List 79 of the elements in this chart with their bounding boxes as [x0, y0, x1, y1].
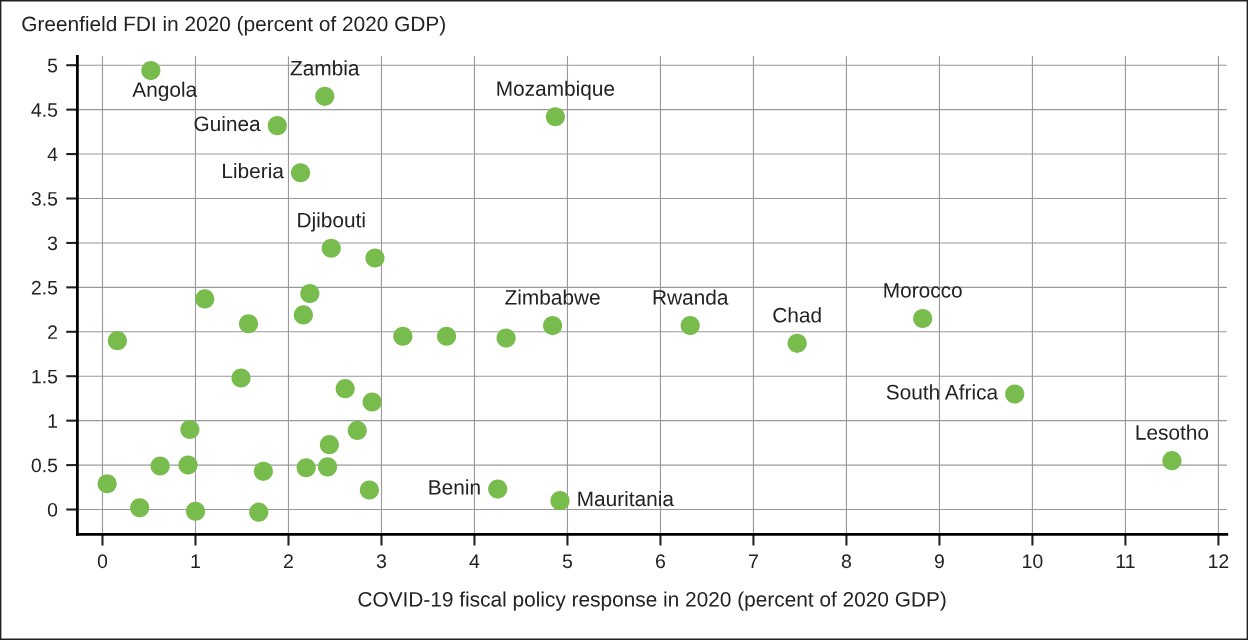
annotation: Benin	[429, 479, 480, 495]
point	[290, 163, 311, 183]
point	[1162, 451, 1182, 471]
point	[267, 116, 287, 136]
y-tick-label: 1.5	[32, 369, 58, 384]
point	[253, 461, 273, 481]
point	[293, 305, 313, 325]
point	[362, 392, 382, 412]
point	[150, 456, 170, 476]
y-tick-label: 2.5	[31, 280, 58, 295]
x-tick-label: 9	[934, 554, 944, 569]
x-tick-label: 8	[841, 554, 851, 569]
point	[436, 326, 457, 346]
annotation: Mauritania	[578, 490, 674, 507]
point	[97, 474, 117, 494]
y-tick-label: 2	[48, 325, 57, 339]
annotation: Mozambique	[497, 80, 615, 101]
x-tick-label: 2	[284, 554, 293, 568]
point	[180, 419, 200, 440]
annotation: Chad	[773, 307, 821, 323]
point	[365, 248, 385, 268]
annotation: Djibouti	[298, 212, 365, 232]
point	[315, 86, 335, 106]
point	[249, 502, 269, 522]
annotation: Guinea	[194, 115, 261, 132]
point	[787, 333, 807, 353]
y-tick-label: 5	[47, 58, 58, 73]
point	[913, 308, 933, 329]
point	[238, 314, 259, 334]
annotation: Angola	[132, 81, 198, 102]
point	[496, 328, 516, 348]
point	[317, 457, 338, 477]
x-tick-label: 12	[1209, 554, 1229, 568]
point	[231, 368, 251, 388]
point	[300, 284, 320, 304]
point	[296, 458, 316, 478]
y-tick-label: 0.5	[31, 458, 58, 473]
y-tick-label: 4.5	[31, 103, 58, 117]
annotation: Lesotho	[1136, 424, 1209, 440]
point	[141, 60, 161, 81]
point	[359, 480, 379, 500]
x-tick-label: 6	[656, 554, 665, 569]
point	[545, 107, 565, 127]
x-tick-label: 7	[749, 554, 758, 568]
point	[319, 435, 339, 455]
point	[107, 331, 127, 351]
point	[130, 498, 150, 518]
annotation: Morocco	[884, 283, 962, 298]
y-tick-label: 3.5	[31, 191, 58, 206]
annotation: Zambia	[290, 60, 360, 76]
point	[550, 491, 570, 511]
x-tick-label: 5	[562, 554, 573, 569]
x-axis-title: COVID-19 fiscal policy response in 2020 (percent of 2020 GDP)	[358, 591, 946, 611]
point	[393, 326, 413, 346]
y-tick-label: 0	[47, 502, 58, 517]
annotation: Rwanda	[653, 289, 729, 305]
point	[321, 238, 341, 258]
point	[680, 316, 700, 336]
point	[195, 289, 215, 309]
y-axis-title: Greenfield FDI in 2020 (percent of 2020 GDP)	[22, 16, 445, 36]
point	[185, 501, 206, 521]
y-tick-label: 1	[48, 414, 57, 428]
point	[335, 379, 355, 399]
x-tick-label: 3	[376, 554, 387, 569]
x-tick-label: 11	[1116, 554, 1135, 568]
x-tick-label: 1	[191, 554, 200, 568]
x-tick-label: 0	[97, 554, 108, 569]
point	[488, 479, 508, 499]
y-tick-label: 4	[47, 147, 58, 162]
point	[178, 455, 198, 475]
y-tick-label: 3	[47, 236, 58, 251]
point	[543, 316, 563, 336]
x-tick-label: 10	[1023, 554, 1043, 569]
annotation: Liberia	[223, 163, 284, 179]
x-tick-label: 4	[469, 554, 480, 568]
annotation: Zimbabwe	[505, 289, 600, 305]
point	[1005, 384, 1025, 404]
annotation: South Africa	[886, 384, 999, 400]
point	[347, 420, 367, 440]
